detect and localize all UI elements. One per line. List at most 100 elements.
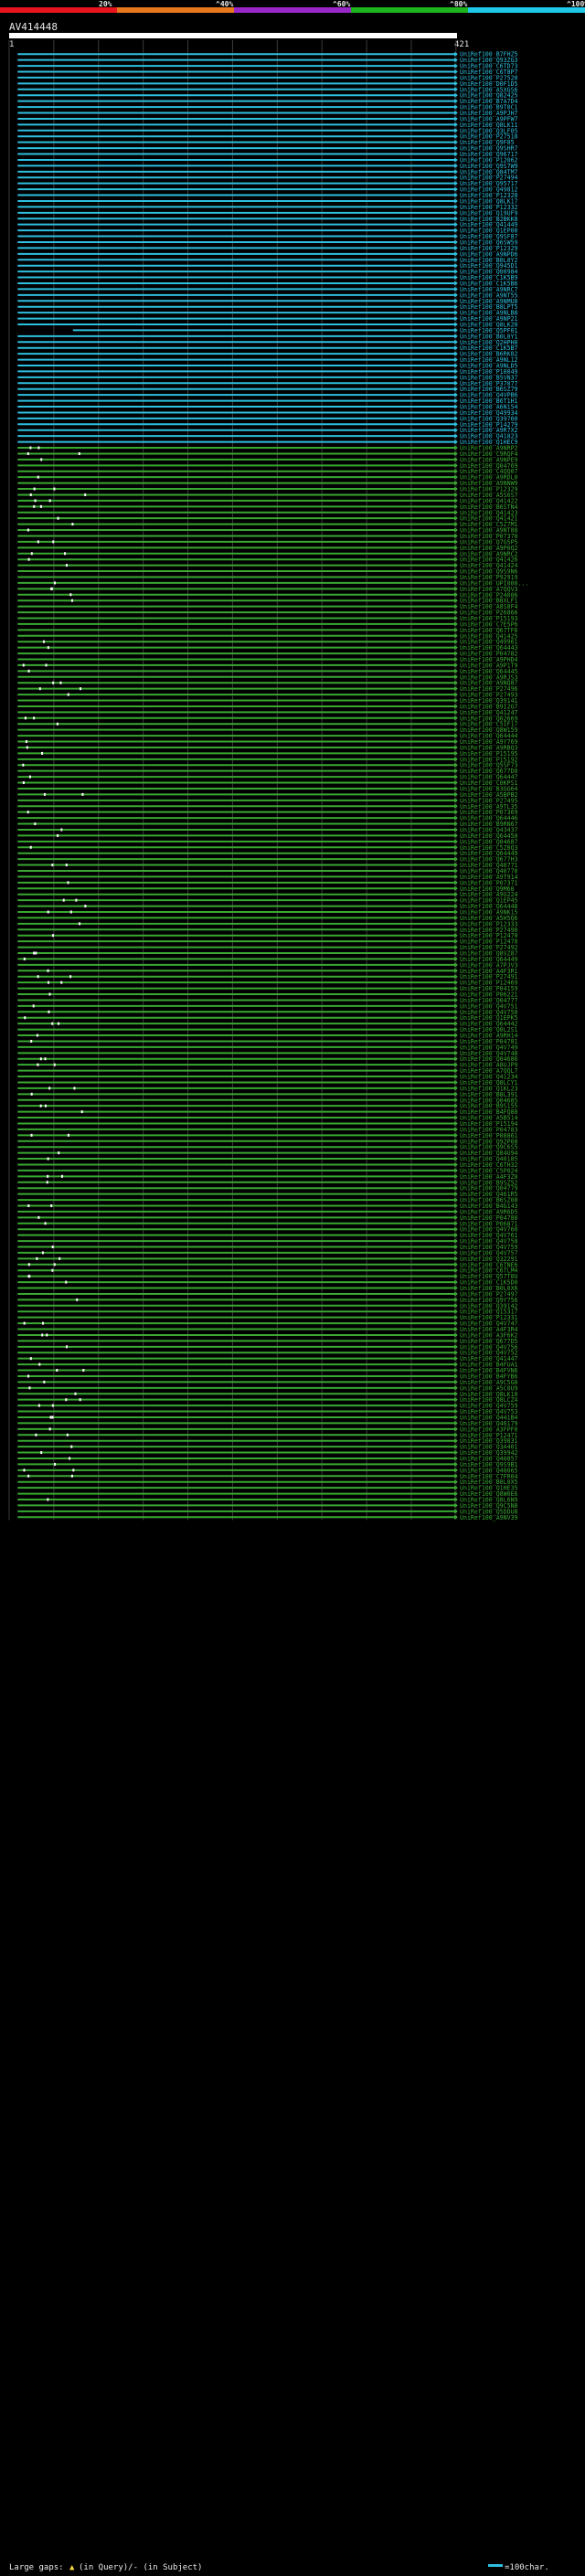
gap-marker	[51, 1404, 54, 1407]
gap-marker	[30, 1133, 33, 1137]
hit-end-arrow	[454, 874, 458, 879]
hit-end-arrow	[454, 1250, 458, 1256]
gap-marker	[30, 1039, 33, 1043]
hit-label: UniRef100_Q9Y756	[460, 1297, 518, 1304]
hit-end-arrow	[454, 698, 458, 704]
hit-label: UniRef100_Q8W0E6	[460, 1490, 518, 1498]
hit-end-arrow	[454, 822, 458, 827]
hit-end-arrow	[454, 915, 458, 920]
hit-end-arrow	[454, 157, 458, 163]
hit-end-arrow	[454, 80, 458, 86]
gap-marker	[57, 516, 59, 520]
gap-marker	[22, 763, 25, 767]
hit-end-arrow	[454, 339, 458, 345]
gap-marker	[51, 1415, 54, 1419]
hit-label: UniRef100_Q04779	[460, 1185, 518, 1193]
hit-end-arrow	[454, 363, 458, 368]
gap-marker	[56, 1369, 58, 1373]
gap-marker	[74, 1392, 77, 1395]
gap-marker	[39, 1104, 42, 1108]
scale-segment	[234, 7, 352, 13]
hit-label: UniRef100_P15192	[460, 756, 518, 763]
gap-marker	[46, 1181, 48, 1184]
hit-label: UniRef100_Q4V759	[460, 1403, 518, 1410]
hit-label: UniRef100_Q19UF9	[460, 209, 518, 217]
hit-end-arrow	[454, 1327, 458, 1332]
hit-end-arrow	[454, 87, 458, 92]
gap-marker	[29, 845, 32, 849]
hit-end-arrow	[454, 222, 458, 228]
gap-marker	[70, 1474, 73, 1478]
hit-end-arrow	[454, 334, 458, 339]
hit-end-arrow	[454, 586, 458, 591]
hit-end-arrow	[454, 716, 458, 721]
hit-label: UniRef100_Q8LCZ4	[460, 1396, 518, 1404]
hit-label: UniRef100_B4FUA1	[460, 1362, 518, 1369]
hit-label: UniRef100_P27495	[460, 797, 518, 804]
scale-legend-swatch	[488, 2564, 503, 2567]
hit-end-arrow	[454, 474, 458, 480]
hit-label: UniRef100_B6RK02	[460, 351, 518, 358]
gap-marker	[42, 640, 45, 643]
hit-label: UniRef100_Q9S7W9	[460, 163, 518, 170]
hit-end-arrow	[454, 239, 458, 245]
hit-end-arrow	[454, 1303, 458, 1309]
gap-marker	[56, 722, 58, 726]
hit-label: UniRef100_Q9SF87	[460, 233, 518, 240]
hit-label: UniRef100_A9PHD4	[460, 656, 518, 663]
hit-end-arrow	[454, 128, 458, 133]
gap-marker	[61, 1174, 64, 1178]
hit-label: UniRef100_P07369	[460, 809, 518, 816]
gap-marker	[51, 1022, 54, 1025]
hit-label: UniRef100_Q9C6S5	[460, 1144, 518, 1151]
gap-marker	[75, 898, 78, 902]
gap-marker	[27, 669, 30, 673]
hit-label: UniRef100_C1K5B7	[460, 345, 518, 352]
hit-end-arrow	[454, 163, 458, 168]
hit-label: UniRef100_Q9SHR7	[460, 145, 518, 153]
large-gaps-label: Large gaps:	[9, 2563, 64, 2572]
hit-label: UniRef100_Q9C5N8	[460, 1502, 518, 1510]
hit-label: UniRef100_B5VN37	[460, 374, 518, 381]
hit-end-arrow	[454, 251, 458, 257]
gap-marker	[65, 1398, 68, 1402]
gap-marker	[33, 504, 36, 508]
hit-end-arrow	[454, 956, 458, 961]
hit-label: UniRef100_A9U224	[460, 891, 518, 898]
hit-end-arrow	[454, 533, 458, 538]
hit-label: UniRef100_A9Y769	[460, 738, 518, 746]
hit-label: UniRef100_Q41424	[460, 562, 518, 569]
hit-end-arrow	[454, 111, 458, 116]
hit-label: UniRef100_B3GG64	[460, 785, 518, 792]
hit-end-arrow	[454, 968, 458, 973]
gap-marker	[28, 1386, 31, 1390]
gap-marker	[27, 451, 29, 455]
hit-end-arrow	[454, 1168, 458, 1173]
hit-end-arrow	[454, 375, 458, 380]
hit-end-arrow	[454, 504, 458, 509]
gap-marker	[28, 775, 31, 779]
hit-label: UniRef100_C1K5B6	[460, 280, 518, 287]
hit-label: UniRef100_P27494	[460, 175, 518, 182]
hit-end-arrow	[454, 1438, 458, 1444]
identity-scale-bar: 20% ^40% ^60% ^80% ^100%	[0, 0, 585, 13]
hit-end-arrow	[454, 1173, 458, 1179]
hit-label: UniRef100_P12471	[460, 1432, 518, 1439]
scale-segment	[468, 7, 585, 13]
hit-label: UniRef100_A9NT88	[460, 527, 518, 535]
hit-label: UniRef100_Q4V760	[460, 1226, 518, 1234]
hit-label: UniRef100_P12328	[460, 192, 518, 199]
gap-marker	[37, 540, 39, 544]
hit-end-arrow	[454, 275, 458, 281]
hit-end-arrow	[454, 1502, 458, 1508]
hit-label: UniRef100_A9RDL0	[460, 474, 518, 482]
gap-marker	[43, 1380, 46, 1383]
query-bar	[9, 33, 457, 38]
hit-label: UniRef100_Q4V757	[460, 1249, 518, 1256]
gap-marker	[37, 446, 40, 450]
hit-label: UniRef100_Q40065	[460, 1467, 518, 1474]
gap-marker	[60, 828, 63, 832]
gap-marker	[29, 446, 32, 450]
hit-label: UniRef100_Q8LCY1	[460, 1079, 518, 1087]
hit-label: UniRef100_P14279	[460, 421, 518, 429]
